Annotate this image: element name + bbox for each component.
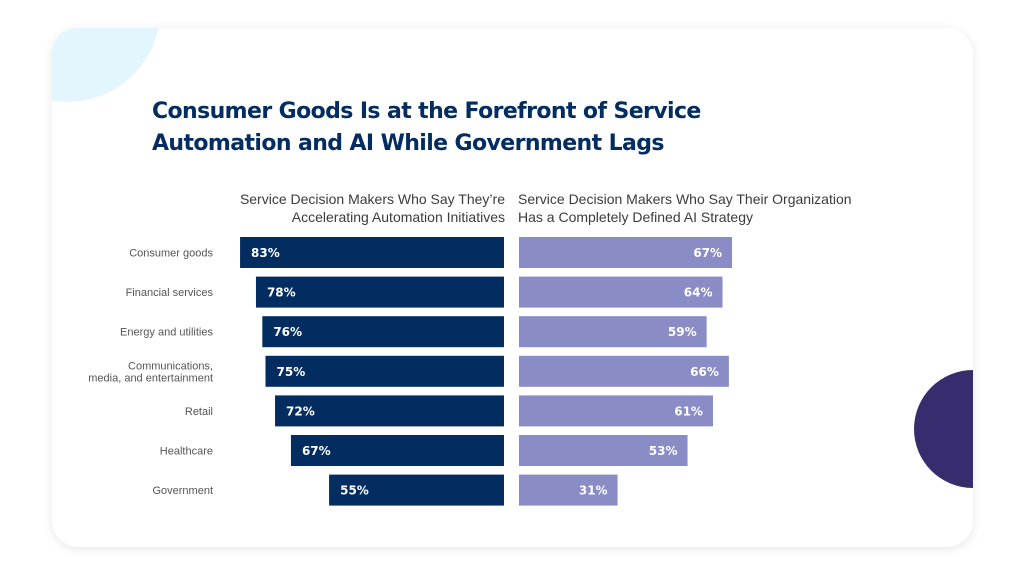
bar-ai-strategy [519, 237, 733, 268]
value-label-ai-strategy: 59% [668, 325, 697, 339]
series-header-ai-strategy-line-2: Has a Completely Defined AI Strategy [518, 209, 754, 225]
category-label: Government [152, 485, 213, 497]
bar-automation [275, 395, 504, 427]
value-label-ai-strategy: 64% [684, 286, 713, 300]
series-header-automation-line-2: Accelerating Automation Initiatives [291, 209, 505, 225]
value-label-automation: 72% [286, 404, 315, 418]
chart-title: Consumer Goods Is at the Forefront of Se… [152, 96, 792, 160]
category-label: Energy and utilities [120, 327, 213, 339]
bar-ai-strategy [519, 395, 713, 427]
series-header-automation-line-1: Service Decision Makers Who Say They’re [239, 191, 505, 207]
bar-automation [329, 474, 504, 506]
chart-title-line-2: Automation and AI While Government Lags [152, 131, 665, 156]
value-label-ai-strategy: 67% [693, 246, 722, 260]
value-label-ai-strategy: 31% [579, 484, 608, 498]
bar-ai-strategy [519, 316, 707, 348]
value-label-ai-strategy: 61% [674, 404, 703, 418]
value-label-automation: 76% [273, 325, 302, 339]
category-label: Healthcare [160, 446, 213, 458]
value-label-automation: 67% [302, 444, 331, 458]
value-label-ai-strategy: 53% [649, 444, 678, 458]
bar-automation [262, 316, 504, 348]
bar-automation [290, 435, 504, 466]
bar-automation [240, 237, 504, 268]
series-header-automation: Service Decision Makers Who Say They’re … [205, 190, 505, 226]
butterfly-bar-chart: Consumer goods 83% 67% Financial services 78… [88, 237, 733, 506]
category-label: Retail [185, 406, 213, 418]
bar-ai-strategy [519, 474, 618, 506]
category-label: Communications, media, and entertainment [88, 360, 213, 384]
bar-ai-strategy [519, 355, 729, 387]
bar-automation [255, 276, 504, 308]
value-label-automation: 55% [340, 484, 369, 498]
value-label-automation: 78% [267, 286, 296, 300]
series-header-ai-strategy: Service Decision Makers Who Say Their Or… [518, 190, 898, 226]
value-label-ai-strategy: 66% [690, 365, 719, 379]
bar-automation [265, 355, 504, 387]
bar-ai-strategy [519, 435, 688, 466]
chart-card: Consumer Goods Is at the Forefront of Se… [52, 28, 973, 547]
chart-title-line-1: Consumer Goods Is at the Forefront of Se… [152, 99, 701, 124]
value-label-automation: 75% [277, 365, 306, 379]
value-label-automation: 83% [251, 246, 280, 260]
category-label: Consumer goods [129, 248, 213, 260]
category-label: Financial services [126, 287, 214, 299]
series-header-ai-strategy-line-1: Service Decision Makers Who Say Their Or… [518, 191, 852, 207]
bar-ai-strategy [519, 276, 723, 308]
